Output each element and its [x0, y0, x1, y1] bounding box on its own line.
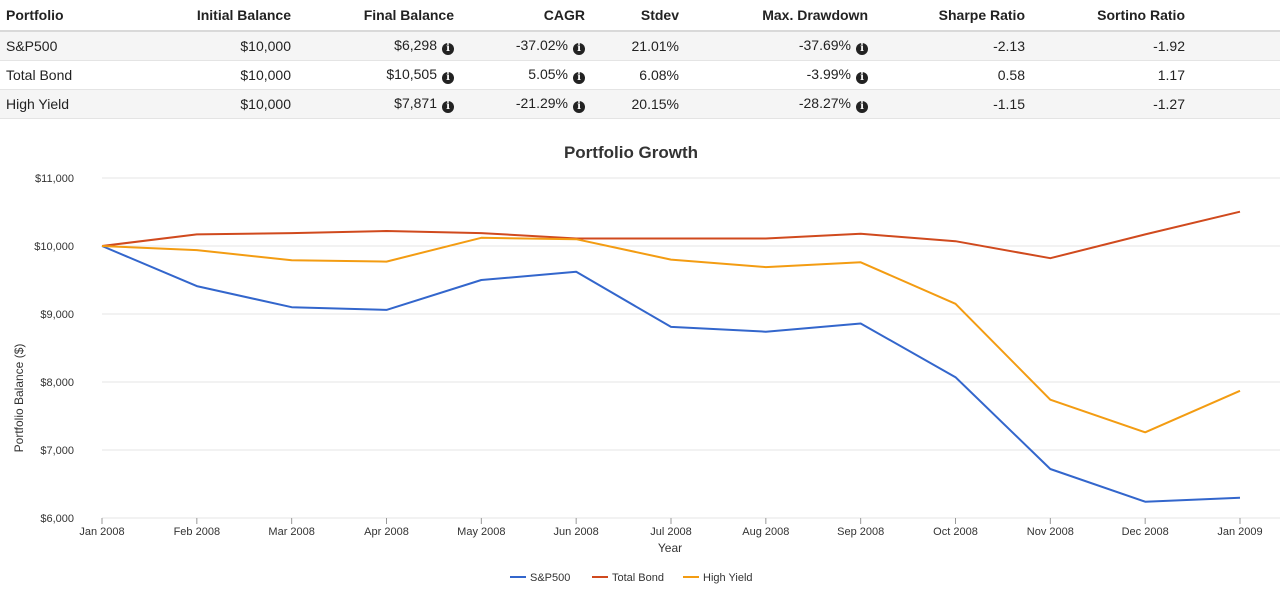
column-header: Sortino Ratio	[1025, 0, 1185, 32]
x-tick-label: Jun 2008	[554, 526, 599, 538]
portfolio-name: High Yield	[0, 89, 155, 119]
y-axis-title: Portfolio Balance ($)	[12, 344, 26, 453]
x-tick-label: Apr 2008	[364, 526, 409, 538]
column-header: Stdev	[585, 0, 679, 32]
y-axis: $6,000 $7,000 $8,000 $9,000 $10,000 $11,000	[34, 173, 74, 525]
x-tick-label: Feb 2008	[174, 526, 220, 538]
x-axis: Jan 2008 Feb 2008 Mar 2008 Apr 2008 May 2008…	[79, 518, 1263, 538]
info-circle-icon[interactable]: i	[856, 43, 868, 55]
info-circle-icon[interactable]: i	[573, 101, 585, 113]
legend: S&P500 Total Bond High Yield	[510, 572, 753, 584]
final-balance: $6,298	[394, 37, 437, 53]
info-circle-icon[interactable]: i	[856, 101, 868, 113]
stdev: 21.01%	[585, 31, 679, 61]
table-row: High Yield $10,000 $7,871 i -21.29% i 20.1…	[0, 89, 1280, 119]
info-circle-icon[interactable]: i	[856, 72, 868, 84]
sharpe-ratio: -1.15	[868, 89, 1025, 119]
y-tick-label: $8,000	[40, 377, 74, 389]
table-row: S&P500 $10,000 $6,298 i -37.02% i 21.01% -…	[0, 31, 1280, 61]
x-tick-label: Jan 2008	[79, 526, 124, 538]
sharpe-ratio: -2.13	[868, 31, 1025, 61]
cagr-cell: 5.05% i	[454, 60, 585, 90]
cagr: -37.02%	[515, 37, 568, 53]
sortino-ratio: 1.17	[1025, 60, 1185, 90]
column-header: Initial Balance	[155, 0, 291, 32]
series-line	[101, 245, 1241, 503]
final-balance-cell: $10,505 i	[291, 60, 454, 90]
info-circle-icon[interactable]: i	[442, 101, 454, 113]
column-header: Portfolio	[0, 0, 155, 32]
x-tick-label: Jul 2008	[650, 526, 692, 538]
final-balance: $10,505	[386, 66, 437, 82]
cagr-cell: -21.29% i	[454, 89, 585, 119]
sortino-ratio: -1.27	[1025, 89, 1185, 119]
initial-balance: $10,000	[155, 31, 291, 61]
initial-balance: $10,000	[155, 89, 291, 119]
initial-balance: $10,000	[155, 60, 291, 90]
portfolio-growth-chart: Portfolio Growth $6,000 $7,000 $8,000 $9,00…	[12, 143, 1280, 584]
stdev: 6.08%	[585, 60, 679, 90]
info-circle-icon[interactable]: i	[442, 72, 454, 84]
cagr: 5.05%	[528, 66, 568, 82]
cagr-cell: -37.02% i	[454, 31, 585, 61]
x-tick-label: Dec 2008	[1122, 526, 1169, 538]
max-drawdown: -37.69%	[798, 37, 851, 53]
series-line	[101, 236, 1241, 434]
series	[101, 210, 1241, 503]
legend-label: S&P500	[530, 572, 570, 584]
final-balance: $7,871	[394, 95, 437, 111]
x-tick-label: Sep 2008	[837, 526, 884, 538]
column-header: Final Balance	[291, 0, 454, 32]
info-circle-icon[interactable]: i	[573, 72, 585, 84]
legend-label: High Yield	[703, 572, 753, 584]
column-header: Sharpe Ratio	[868, 0, 1025, 32]
info-circle-icon[interactable]: i	[442, 43, 454, 55]
sharpe-ratio: 0.58	[868, 60, 1025, 90]
portfolio-summary-table: Portfolio Initial Balance Final Balance …	[0, 0, 1280, 119]
y-tick-label: $7,000	[40, 445, 74, 457]
portfolio-name: Total Bond	[0, 60, 155, 90]
column-header: Max. Drawdown	[679, 0, 868, 32]
legend-label: Total Bond	[612, 572, 664, 584]
portfolio-name: S&P500	[0, 31, 155, 61]
chart-title: Portfolio Growth	[564, 143, 698, 162]
grid	[102, 177, 1280, 519]
y-tick-label: $6,000	[40, 513, 74, 525]
final-balance-cell: $6,298 i	[291, 31, 454, 61]
y-tick-label: $9,000	[40, 309, 74, 321]
max-drawdown: -3.99%	[806, 66, 851, 82]
drawdown-cell: -28.27% i	[679, 89, 868, 119]
y-tick-label: $10,000	[34, 241, 74, 253]
x-tick-label: May 2008	[457, 526, 505, 538]
y-tick-label: $11,000	[35, 173, 74, 185]
info-circle-icon[interactable]: i	[573, 43, 585, 55]
cagr: -21.29%	[515, 95, 568, 111]
drawdown-cell: -3.99% i	[679, 60, 868, 90]
x-tick-label: Nov 2008	[1027, 526, 1074, 538]
x-axis-title: Year	[658, 541, 682, 555]
table-header-row: Portfolio Initial Balance Final Balance …	[0, 0, 1280, 32]
x-tick-label: Aug 2008	[742, 526, 789, 538]
max-drawdown: -28.27%	[798, 95, 851, 111]
table-row: Total Bond $10,000 $10,505 i 5.05% i 6.08%…	[0, 60, 1280, 90]
x-tick-label: Mar 2008	[268, 526, 314, 538]
x-tick-label: Jan 2009	[1217, 526, 1262, 538]
series-line	[101, 210, 1241, 260]
drawdown-cell: -37.69% i	[679, 31, 868, 61]
sortino-ratio: -1.92	[1025, 31, 1185, 61]
column-header: CAGR	[454, 0, 585, 32]
stdev: 20.15%	[585, 89, 679, 119]
final-balance-cell: $7,871 i	[291, 89, 454, 119]
x-tick-label: Oct 2008	[933, 526, 978, 538]
